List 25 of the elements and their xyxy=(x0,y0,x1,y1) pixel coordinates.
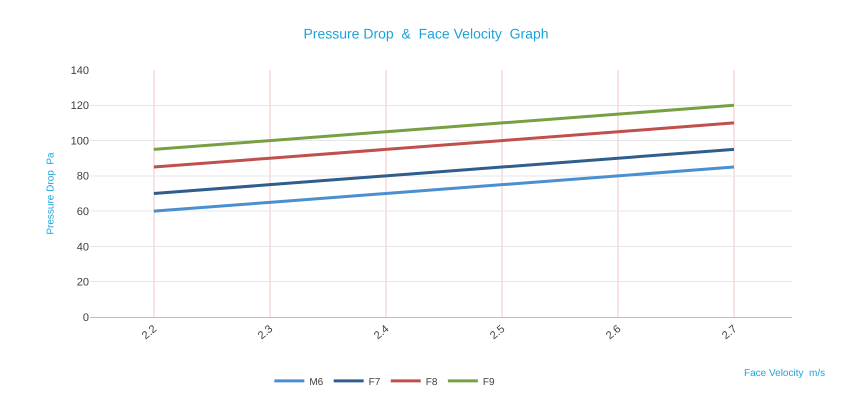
line-series xyxy=(152,166,736,213)
legend-label: F9 xyxy=(482,376,495,388)
x-tick-label: 2.2 xyxy=(140,323,160,342)
y-tick-label: 20 xyxy=(76,276,89,289)
chart-title: Pressure Drop & Face Velocity Graph xyxy=(303,25,549,42)
x-tick-label: 2.5 xyxy=(488,323,508,342)
y-tick-label: 140 xyxy=(70,64,89,77)
x-tick-label: 2.6 xyxy=(604,323,624,342)
x-tick-label: 2.7 xyxy=(720,323,740,342)
x-axis-title: Face Velocity m/s xyxy=(744,368,826,379)
legend-label: F8 xyxy=(426,376,438,388)
line-series xyxy=(152,104,736,151)
x-tick-label: 2.4 xyxy=(372,323,392,342)
y-tick-label: 120 xyxy=(70,100,89,112)
y-tick-label: 80 xyxy=(76,170,89,183)
y-axis-title: Pressure Drop Pa xyxy=(46,152,57,235)
line-series xyxy=(152,148,736,195)
y-tick-label: 40 xyxy=(76,241,89,254)
legend-label: F7 xyxy=(368,376,381,388)
y-tick-label: 100 xyxy=(70,135,89,148)
y-tick-label: 0 xyxy=(82,312,89,324)
x-tick-label: 2.3 xyxy=(256,323,276,342)
line-series xyxy=(152,121,736,169)
y-tick-label: 60 xyxy=(76,206,89,218)
legend-label: M6 xyxy=(309,376,324,388)
